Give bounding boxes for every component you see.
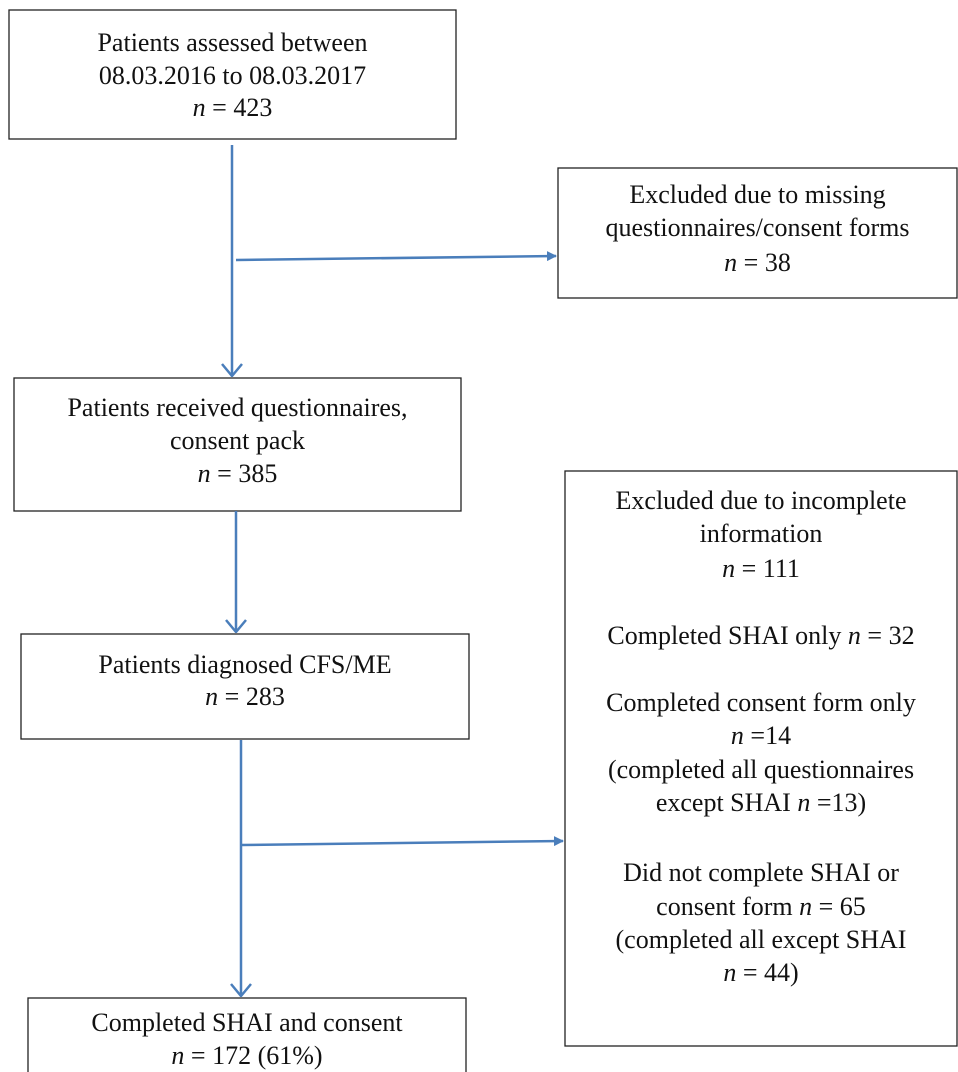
text-run: questionnaires/consent forms [606,213,910,242]
node-text: n = 283 [205,682,285,711]
text-run: 08.03.2016 to 08.03.2017 [99,61,366,90]
text-run: = 423 [206,93,273,122]
node-text: n = 111 [722,554,800,583]
node-text: consent pack [170,426,305,455]
node-text: n = 44) [723,958,798,987]
text-run: n [722,554,735,583]
node-text: (completed all questionnaires [608,755,914,784]
text-run: except SHAI [656,788,798,817]
node-text: Completed consent form only [606,688,916,717]
text-run: Patients diagnosed CFS/ME [98,650,391,679]
node-text: (completed all except SHAI [616,925,907,954]
node-text: n = 38 [724,248,791,277]
node-text: except SHAI n =13) [656,788,866,817]
text-run: Did not complete SHAI or [623,858,899,887]
text-run: = 385 [211,459,278,488]
node-text: n =14 [731,721,791,750]
node-box [27,997,467,1072]
text-run: = 111 [735,554,800,583]
text-run: n [724,248,737,277]
text-run: consent pack [170,426,305,455]
text-run: Completed SHAI only [607,621,848,650]
text-run: Completed consent form only [606,688,916,717]
node-text: information [700,519,823,548]
text-run: n [198,459,211,488]
node-box [13,377,462,512]
text-run: Excluded due to incomplete [616,486,907,515]
node-text: Excluded due to incomplete [616,486,907,515]
node-box [557,167,958,299]
node-text: n = 423 [193,93,273,122]
text-run: n [723,958,736,987]
text-run: consent form [656,892,799,921]
text-run: n [171,1041,184,1070]
text-run: n [193,93,206,122]
arrow [240,836,564,847]
text-run: (completed all questionnaires [608,755,914,784]
text-run: information [700,519,823,548]
node-text: Did not complete SHAI or [623,858,899,887]
boxes: Patients assessed between 08.03.2016 to 0… [8,9,958,1072]
node-text: 08.03.2016 to 08.03.2017 [99,61,366,90]
text-run: n [797,788,810,817]
text-run: = 283 [218,682,285,711]
node-text: Patients received questionnaires, [67,393,407,422]
text-run: Patients received questionnaires, [67,393,407,422]
text-run: =13) [810,788,866,817]
node-text: n = 172 (61%) [171,1041,322,1070]
text-run: = 65 [812,892,866,921]
node-text: consent form n = 65 [656,892,866,921]
node-text: questionnaires/consent forms [606,213,910,242]
node-text: Completed SHAI and consent [91,1008,403,1037]
node-box [564,470,958,1047]
node-text: Patients diagnosed CFS/ME [98,650,391,679]
text-run: n [799,892,812,921]
text-run: Excluded due to missing [629,180,885,209]
text-run: = 32 [861,621,915,650]
node-text: Completed SHAI only n = 32 [607,621,914,650]
text-run: n [205,682,218,711]
text-run: n [848,621,861,650]
text-run: (completed all except SHAI [616,925,907,954]
text-run: = 38 [737,248,791,277]
text-run: = 44) [736,958,798,987]
text-run: Patients assessed between [97,28,367,57]
node-box [8,9,457,140]
text-run: n [731,721,744,750]
text-run: Completed SHAI and consent [91,1008,403,1037]
node-text: Patients assessed between [97,28,367,57]
node-text: Excluded due to missing [629,180,885,209]
text-run: =14 [744,721,791,750]
arrow [235,251,557,262]
node-box [20,633,470,740]
text-run: = 172 (61%) [184,1041,322,1070]
node-text: n = 385 [198,459,278,488]
